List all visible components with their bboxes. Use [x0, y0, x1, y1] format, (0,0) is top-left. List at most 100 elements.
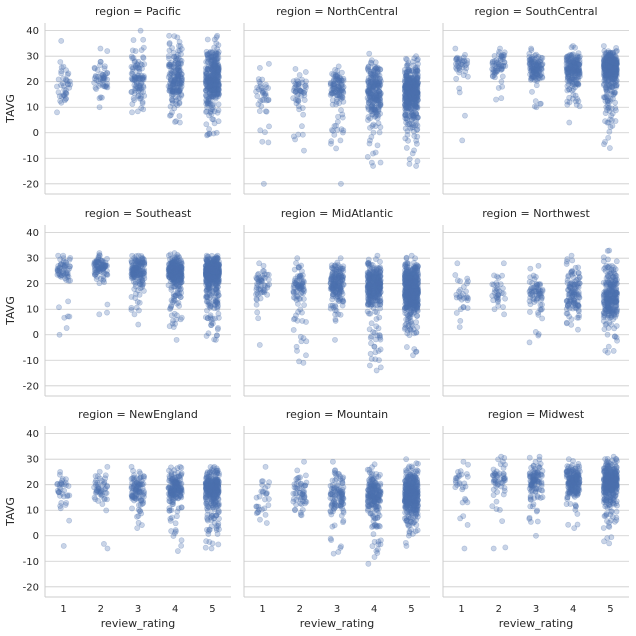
data-point: [129, 101, 136, 107]
data-point: [58, 99, 65, 106]
data-point: [129, 109, 135, 116]
data-point: [207, 303, 214, 310]
data-point: [139, 65, 145, 72]
data-point: [328, 140, 334, 147]
data-point: [134, 85, 141, 91]
data-point: [100, 72, 106, 79]
data-point: [368, 159, 375, 166]
data-point: [60, 92, 67, 99]
data-point: [66, 265, 73, 272]
data-point: [97, 45, 104, 52]
data-point: [263, 108, 270, 115]
data-point: [377, 159, 384, 166]
data-point: [138, 105, 145, 111]
data-point: [495, 274, 502, 281]
data-point: [372, 271, 378, 278]
data-point: [140, 74, 147, 81]
data-point: [176, 119, 183, 126]
data-point: [137, 61, 144, 67]
data-point: [138, 95, 144, 102]
data-point: [131, 76, 138, 82]
data-point: [374, 309, 380, 316]
data-point: [532, 328, 539, 335]
data-point: [259, 76, 266, 83]
data-point: [411, 133, 418, 139]
data-point: [531, 77, 538, 83]
data-point: [605, 100, 612, 106]
data-point: [67, 81, 74, 88]
data-point: [97, 58, 104, 65]
data-point: [293, 100, 300, 107]
data-point: [172, 277, 179, 284]
data-point: [459, 137, 466, 144]
data-point: [212, 298, 219, 305]
data-point: [606, 51, 613, 58]
data-point: [167, 251, 174, 258]
data-point: [253, 301, 260, 308]
data-point: [365, 289, 372, 296]
data-point: [104, 84, 111, 91]
data-point: [170, 293, 177, 300]
data-point: [376, 357, 382, 364]
y-tick-label: -20: [23, 381, 39, 392]
data-point: [568, 252, 575, 259]
data-point: [534, 282, 541, 288]
data-point: [406, 156, 413, 163]
data-point: [340, 88, 347, 95]
data-point: [210, 61, 217, 67]
data-point: [215, 314, 222, 321]
data-point: [66, 84, 73, 91]
data-point: [215, 101, 222, 108]
data-point: [500, 304, 506, 310]
data-point: [539, 286, 546, 293]
data-point: [136, 84, 143, 91]
data-point: [203, 109, 209, 115]
data-point: [366, 50, 373, 57]
data-point: [175, 253, 182, 260]
data-point: [259, 138, 266, 145]
data-point: [92, 73, 99, 80]
data-point: [609, 122, 616, 129]
data-point: [575, 81, 582, 88]
data-point: [165, 282, 172, 289]
data-point: [403, 254, 410, 261]
data-point: [178, 289, 185, 296]
data-point: [135, 74, 142, 81]
data-point: [207, 294, 214, 301]
data-point: [138, 72, 145, 79]
data-point: [611, 76, 618, 82]
data-point: [131, 58, 138, 65]
data-point: [338, 126, 345, 133]
data-point: [602, 84, 609, 91]
data-point: [331, 131, 338, 138]
data-point: [495, 85, 502, 91]
data-point: [296, 358, 302, 365]
data-point: [139, 258, 146, 264]
data-point: [135, 80, 142, 87]
data-point: [607, 58, 614, 65]
data-point: [501, 311, 507, 318]
data-point: [129, 47, 136, 54]
data-point: [205, 282, 212, 289]
data-point: [139, 99, 146, 105]
data-point: [131, 311, 138, 318]
data-point: [133, 82, 139, 89]
data-point: [570, 58, 577, 65]
data-point: [128, 304, 135, 311]
data-point: [571, 63, 578, 70]
data-point: [138, 268, 145, 274]
data-point: [463, 288, 469, 295]
data-point: [606, 128, 613, 135]
data-point: [532, 273, 539, 280]
data-point: [65, 81, 71, 87]
data-point: [63, 95, 69, 102]
data-point: [100, 76, 107, 83]
data-point: [140, 44, 147, 51]
data-point: [302, 69, 309, 75]
data-point: [413, 273, 420, 280]
data-point: [101, 74, 108, 81]
data-point: [365, 114, 372, 120]
data-point: [66, 313, 73, 320]
data-point: [409, 322, 416, 329]
data-point: [61, 92, 68, 99]
